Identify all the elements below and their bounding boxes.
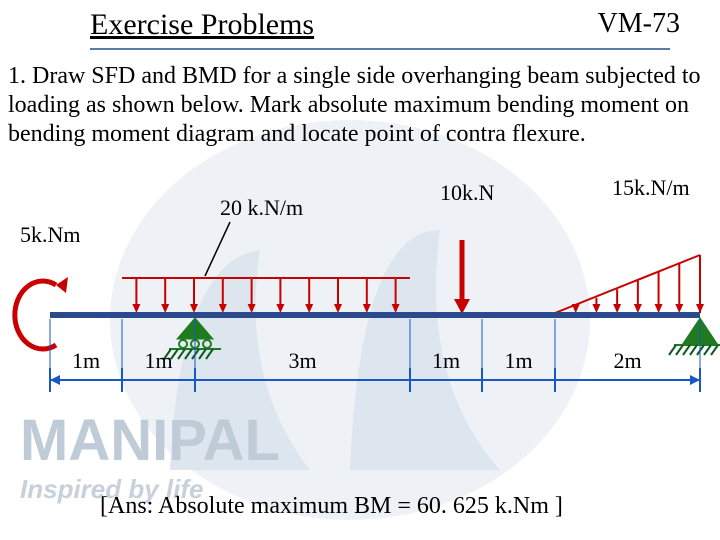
- beam-diagram: 1m 1m 3m 1m 1m 2m: [0, 180, 720, 440]
- dim-label: 1m: [144, 348, 172, 373]
- dim-label: 3m: [288, 348, 316, 373]
- dim-label: 1m: [504, 348, 532, 373]
- page-id: VM-73: [598, 8, 680, 40]
- title-underline: [90, 48, 670, 50]
- slide-title: Exercise Problems: [90, 8, 314, 42]
- problem-text: 1. Draw SFD and BMD for a single side ov…: [8, 62, 712, 148]
- dim-label: 2m: [613, 348, 641, 373]
- dim-label: 1m: [72, 348, 100, 373]
- answer-text: [Ans: Absolute maximum BM = 60. 625 k.Nm…: [100, 493, 563, 520]
- dim-label: 1m: [432, 348, 460, 373]
